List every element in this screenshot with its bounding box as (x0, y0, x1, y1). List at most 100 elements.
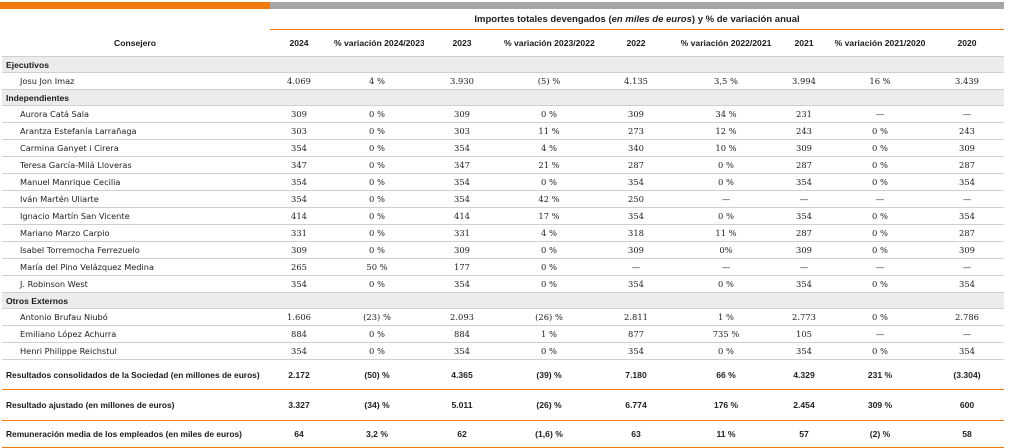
cell-value: 354 (268, 190, 330, 208)
table-row: Arantza Estefanía Larrañaga 303 0 % 303 11 %… (2, 122, 1004, 140)
cell-value: 287 (930, 224, 1004, 242)
column-header-7: 2021 (778, 30, 830, 57)
cell-value: 4 % (330, 72, 424, 90)
row-label: Ignacio Martín San Vicente (2, 207, 268, 225)
table-row: J. Robinson West 354 0 % 354 0 % 354 0 % 354 0 %… (2, 275, 1004, 293)
section-title: Independientes (2, 89, 1004, 106)
cell-value: 0 % (830, 139, 930, 157)
row-label: Manuel Manrique Cecilia (2, 173, 268, 191)
section-header-row: Otros Externos (2, 292, 1004, 309)
table-row: Antonio Brufau Niubó 1.606 (23) % 2.093 (26)… (2, 308, 1004, 326)
column-header-9: 2020 (930, 30, 1004, 57)
row-label: Isabel Torremocha Ferrezuelo (2, 241, 268, 259)
cell-value: — (674, 258, 778, 276)
cell-value: (26) % (500, 389, 598, 421)
cell-value: 0% (674, 241, 778, 259)
table-row: Aurora Catá Sala 309 0 % 309 0 % 309 34 % 231— — (2, 105, 1004, 123)
cell-value: 0 % (830, 122, 930, 140)
row-label: Henri Philippe Reichstul (2, 342, 268, 360)
cell-value: (26) % (500, 308, 598, 326)
cell-value: 0 % (674, 275, 778, 293)
cell-value: 354 (268, 173, 330, 191)
cell-value: 354 (778, 207, 830, 225)
cell-value: (3.304) (930, 359, 1004, 390)
table-row: María del Pino Velázquez Medina 265 50 % 17… (2, 258, 1004, 276)
cell-value: 3,2 % (330, 420, 424, 448)
cell-value: 354 (930, 207, 1004, 225)
cell-value: 0 % (830, 224, 930, 242)
table-body: Ejecutivos Josu Jon Imaz 4.069 4 % 3.930 (5) … (2, 56, 1004, 448)
cell-value: 331 (268, 224, 330, 242)
cell-value: 0 % (830, 308, 930, 326)
cell-value: 354 (424, 139, 500, 157)
cell-value: 4 % (500, 224, 598, 242)
cell-value: 1.606 (268, 308, 330, 326)
cell-value: 0 % (500, 241, 598, 259)
cell-value: — (930, 190, 1004, 208)
cell-value: 877 (598, 325, 674, 343)
cell-value: — (778, 258, 830, 276)
cell-value: 309 (930, 139, 1004, 157)
cell-value: 231 (778, 105, 830, 123)
column-header-5: 2022 (598, 30, 674, 57)
cell-value: 3.930 (424, 72, 500, 90)
row-label: Antonio Brufau Niubó (2, 308, 268, 326)
cell-value: 3.994 (778, 72, 830, 90)
summary-row: Resultados consolidados de la Sociedad (… (2, 359, 1004, 390)
top-accent-bar (0, 2, 1004, 9)
cell-value: 600 (930, 389, 1004, 421)
cell-value: 354 (424, 275, 500, 293)
cell-value: 3.439 (930, 72, 1004, 90)
cell-value: 354 (268, 139, 330, 157)
cell-value: — (930, 105, 1004, 123)
cell-value: 57 (778, 420, 830, 448)
column-header-2: % variación 2024/2023 (330, 30, 424, 57)
cell-value: 354 (268, 275, 330, 293)
cell-value: 884 (424, 325, 500, 343)
cell-value: 309 (424, 241, 500, 259)
cell-value: 4.365 (424, 359, 500, 390)
cell-value: — (830, 105, 930, 123)
row-label: Teresa García-Milá Lloveras (2, 156, 268, 174)
cell-value: 0 % (330, 241, 424, 259)
cell-value: 347 (424, 156, 500, 174)
cell-value: 0 % (500, 258, 598, 276)
cell-value: 0 % (330, 122, 424, 140)
cell-value: 2.093 (424, 308, 500, 326)
row-label: Emiliano López Achurra (2, 325, 268, 343)
cell-value: 34 % (674, 105, 778, 123)
cell-value: (34) % (330, 389, 424, 421)
cell-value: 11 % (674, 224, 778, 242)
cell-value: 3,5 % (674, 72, 778, 90)
cell-value: 273 (598, 122, 674, 140)
column-header-8: % variación 2021/2020 (830, 30, 930, 57)
cell-value: 176 % (674, 389, 778, 421)
table-row: Emiliano López Achurra 884 0 % 884 1 % 877 735… (2, 325, 1004, 343)
cell-value: 309 (424, 105, 500, 123)
table-row: Manuel Manrique Cecilia 354 0 % 354 0 % 354 0 … (2, 173, 1004, 191)
cell-value: 354 (930, 173, 1004, 191)
cell-value: 66 % (674, 359, 778, 390)
section-title: Otros Externos (2, 292, 1004, 309)
row-label: Remuneración media de los empleados (en … (2, 420, 268, 448)
cell-value: 0 % (830, 173, 930, 191)
cell-value: 243 (930, 122, 1004, 140)
cell-value: 63 (598, 420, 674, 448)
cell-value: 0 % (500, 342, 598, 360)
cell-value: 0 % (330, 224, 424, 242)
table-row: Mariano Marzo Carpio 331 0 % 331 4 % 318 11 % 2… (2, 224, 1004, 242)
compensation-table: Consejero 2024% variación 2024/2023 2023% … (2, 30, 1004, 448)
cell-value: 0 % (500, 275, 598, 293)
cell-value: 21 % (500, 156, 598, 174)
cell-value: — (930, 325, 1004, 343)
row-label: María del Pino Velázquez Medina (2, 258, 268, 276)
column-header-3: 2023 (424, 30, 500, 57)
cell-value: 177 (424, 258, 500, 276)
cell-value: 1 % (500, 325, 598, 343)
cell-value: 58 (930, 420, 1004, 448)
cell-value: 354 (268, 342, 330, 360)
column-header-6: % variación 2022/2021 (674, 30, 778, 57)
cell-value: 0 % (330, 342, 424, 360)
summary-row: Remuneración media de los empleados (en … (2, 420, 1004, 448)
cell-value: 0 % (830, 241, 930, 259)
